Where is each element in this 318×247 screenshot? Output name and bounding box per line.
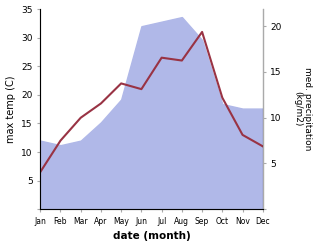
Y-axis label: med. precipitation
(kg/m2): med. precipitation (kg/m2) bbox=[293, 67, 313, 151]
X-axis label: date (month): date (month) bbox=[113, 231, 190, 242]
Y-axis label: max temp (C): max temp (C) bbox=[5, 75, 16, 143]
